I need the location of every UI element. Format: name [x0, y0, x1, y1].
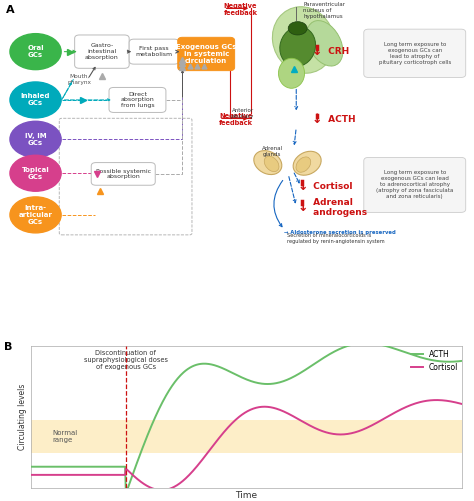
FancyBboxPatch shape: [364, 29, 465, 78]
Text: Adrenal
 androgens: Adrenal androgens: [310, 198, 368, 216]
FancyBboxPatch shape: [74, 35, 129, 68]
Text: Exogenous GCs
in systemic
circulation: Exogenous GCs in systemic circulation: [176, 44, 237, 64]
Text: B: B: [4, 342, 12, 352]
Ellipse shape: [307, 21, 343, 66]
Bar: [31, 420, 462, 453]
Circle shape: [10, 82, 61, 118]
Text: Paraventricular
nucleus of
hypothalamus: Paraventricular nucleus of hypothalamus: [303, 2, 346, 19]
Text: ↓: ↓: [311, 45, 322, 58]
FancyBboxPatch shape: [109, 88, 166, 112]
FancyBboxPatch shape: [364, 157, 465, 212]
Text: Long term exposure to
exogenous GCs can lead
to adrenocortical atrophy
(atrophy : Long term exposure to exogenous GCs can …: [376, 170, 454, 199]
Text: Intra-
articular
GCs: Intra- articular GCs: [18, 205, 53, 225]
Text: ACTH: ACTH: [325, 115, 356, 124]
Circle shape: [10, 197, 61, 233]
Text: IV, IM
GCs: IV, IM GCs: [25, 133, 46, 146]
Circle shape: [288, 22, 307, 35]
Ellipse shape: [273, 7, 334, 73]
Text: Secretion of mineralocorticoids is
regulated by renin-angiotensin system: Secretion of mineralocorticoids is regul…: [287, 233, 385, 244]
Legend: ACTH, Cortisol: ACTH, Cortisol: [411, 350, 458, 372]
Circle shape: [10, 121, 61, 157]
FancyBboxPatch shape: [91, 163, 155, 185]
Text: Possible systemic
absorption: Possible systemic absorption: [96, 168, 151, 179]
Ellipse shape: [264, 156, 279, 172]
Text: CRH: CRH: [325, 47, 349, 56]
Text: Normal
range: Normal range: [53, 430, 78, 443]
FancyBboxPatch shape: [129, 39, 179, 64]
Text: Mouth,
pharynx: Mouth, pharynx: [68, 74, 91, 85]
Text: ↓: ↓: [297, 180, 308, 193]
Text: Topical
GCs: Topical GCs: [22, 167, 49, 180]
Text: Discontinuation of
supraphysiological doses
of exogenous GCs: Discontinuation of supraphysiological do…: [84, 350, 168, 370]
FancyBboxPatch shape: [178, 37, 235, 71]
Text: Adrenal
glands: Adrenal glands: [262, 146, 283, 157]
Text: → Aldosterone secretion is preserved: → Aldosterone secretion is preserved: [284, 230, 396, 234]
Text: Gastro-
intestinal
absorption: Gastro- intestinal absorption: [85, 44, 119, 60]
Text: Anterior
pituitary: Anterior pituitary: [231, 108, 254, 119]
Ellipse shape: [278, 58, 304, 88]
Ellipse shape: [280, 27, 316, 67]
Text: Negative
feedback: Negative feedback: [219, 113, 253, 126]
Text: Long term exposure to
exogenous GCs can
lead to atrophy of
pituitary corticotrop: Long term exposure to exogenous GCs can …: [379, 42, 451, 65]
Text: ↓: ↓: [311, 113, 322, 126]
Circle shape: [10, 155, 61, 191]
Ellipse shape: [296, 157, 311, 172]
Text: First pass
metabolism: First pass metabolism: [136, 46, 173, 57]
Circle shape: [10, 34, 61, 70]
Text: A: A: [6, 5, 14, 15]
Y-axis label: Circulating levels: Circulating levels: [18, 384, 27, 450]
X-axis label: Time: Time: [236, 491, 257, 500]
Text: Direct
absorption
from lungs: Direct absorption from lungs: [120, 92, 155, 108]
Text: Oral
GCs: Oral GCs: [27, 45, 44, 58]
Text: Inhaled
GCs: Inhaled GCs: [21, 94, 50, 106]
Text: Cortisol: Cortisol: [310, 182, 353, 191]
Text: ↓: ↓: [297, 201, 308, 214]
Text: Negative
feedback: Negative feedback: [224, 4, 258, 16]
Ellipse shape: [293, 151, 321, 175]
Ellipse shape: [254, 151, 282, 174]
